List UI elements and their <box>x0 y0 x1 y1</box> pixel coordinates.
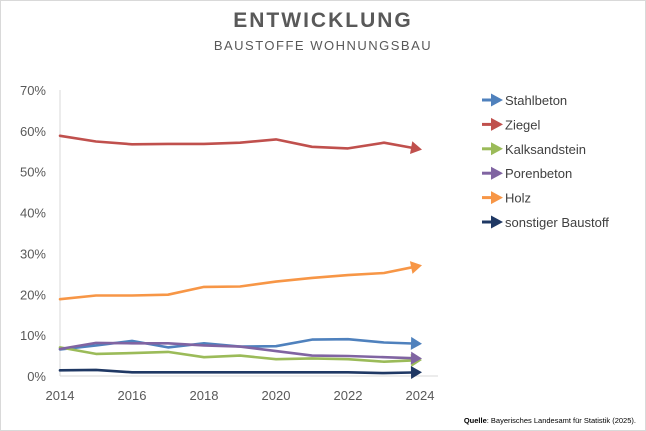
x-tick-label: 2022 <box>334 388 363 403</box>
y-tick-label: 0% <box>27 369 46 384</box>
legend-arrow <box>491 215 503 229</box>
legend-label: Kalksandstein <box>505 142 586 157</box>
series-arrow-porenbeton <box>410 351 422 365</box>
y-tick-label: 60% <box>20 124 46 139</box>
series-arrow-ziegel <box>410 141 422 154</box>
series-line-sonstiger-baustoff <box>58 368 414 375</box>
x-tick-label: 2014 <box>46 388 75 403</box>
y-tick-label: 70% <box>20 83 46 98</box>
y-tick-label: 50% <box>20 165 46 180</box>
series-arrow-holz <box>409 261 422 274</box>
x-tick-label: 2016 <box>118 388 147 403</box>
y-tick-label: 20% <box>20 287 46 302</box>
source-label: Quelle <box>463 416 487 425</box>
series-arrow-stahlbeton <box>410 336 422 350</box>
x-tick-label: 2020 <box>262 388 291 403</box>
series-line-ziegel <box>58 134 414 150</box>
y-tick-label: 40% <box>20 206 46 221</box>
legend-label: Porenbeton <box>505 166 572 181</box>
chart-axes: 0% 10% 20% 30% 40% 50% 60% 70% 2014 2016 2018 2020 2… <box>20 83 438 403</box>
source-text: : Bayerisches Landesamt für Statistik (2… <box>486 416 636 425</box>
series-arrow-sonstiger-baustoff <box>410 366 422 379</box>
legend-arrow <box>491 93 503 107</box>
source-note: Quelle: Bayerisches Landesamt für Statis… <box>464 416 636 425</box>
legend: Stahlbeton Ziegel Kalksandstein Porenbeton H… <box>482 93 609 230</box>
series-line-holz <box>58 265 415 301</box>
legend-label: Stahlbeton <box>505 93 567 108</box>
legend-label: Ziegel <box>505 117 541 132</box>
series-line-kalksandstein <box>58 346 414 364</box>
y-tick-label: 10% <box>20 328 46 343</box>
plot-area <box>58 134 422 379</box>
legend-label: sonstiger Baustoff <box>505 215 609 230</box>
legend-arrow <box>491 142 503 156</box>
x-tick-label: 2018 <box>190 388 219 403</box>
chart-subtitle: BAUSTOFFE WOHNUNGSBAU <box>213 38 433 53</box>
legend-arrow <box>491 117 503 131</box>
legend-arrow <box>491 166 503 180</box>
legend-label: Holz <box>505 191 531 206</box>
legend-arrow <box>491 191 503 205</box>
chart-title: ENTWICKLUNG <box>233 9 413 32</box>
x-tick-label: 2024 <box>406 388 435 403</box>
series-line-porenbeton <box>58 341 414 360</box>
y-tick-label: 30% <box>20 246 46 261</box>
